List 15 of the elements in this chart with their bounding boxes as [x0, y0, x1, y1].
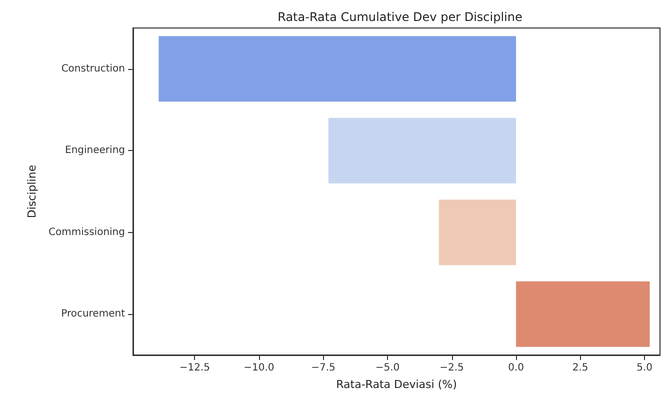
- y-axis-title: Discipline: [26, 164, 39, 218]
- x-tick-label: −5.0: [375, 362, 400, 374]
- y-tick-label: Engineering: [65, 145, 125, 156]
- chart-title: Rata-Rata Cumulative Dev per Discipline: [278, 10, 522, 24]
- x-tick-label: −10.0: [244, 362, 274, 374]
- x-tick-label: 5.0: [636, 362, 653, 374]
- x-tick-label: −12.5: [179, 362, 210, 374]
- x-axis-title: Rata-Rata Deviasi (%): [336, 378, 457, 391]
- y-tick-label: Procurement: [61, 308, 126, 320]
- x-tick-label: 2.5: [572, 362, 588, 374]
- x-tick-label: −2.5: [440, 362, 464, 374]
- x-tick-label: −7.5: [311, 362, 336, 374]
- y-tick-label: Construction: [61, 63, 125, 74]
- y-tick-label: Commissioning: [48, 226, 125, 238]
- x-tick-label: 0.0: [508, 362, 524, 374]
